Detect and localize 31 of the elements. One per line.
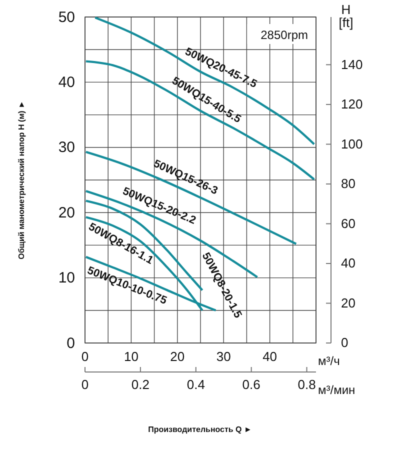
y2-tick-label: 120	[341, 96, 363, 112]
y2-tick-label: 60	[341, 216, 356, 231]
y-tick-label: 30	[58, 139, 75, 156]
y-tick-label: 50	[58, 8, 75, 26]
line-series	[94, 16, 316, 146]
y2-tick-label: 40	[341, 256, 356, 271]
x-tick-label: 30	[216, 349, 231, 364]
x-tick-label: 40	[262, 349, 278, 364]
y2-axis-title: H [ft]	[338, 2, 354, 30]
x-tick-label: 20	[170, 349, 185, 364]
y2-tick-label: 20	[341, 295, 356, 310]
x2-axis-title: м³/мин	[318, 383, 356, 397]
y-tick-label: 40	[58, 74, 75, 91]
y-tick-label: 10	[58, 270, 75, 287]
y2-tick-label: 0	[341, 335, 348, 350]
y-axis-title: Общий манометрический напор H (м) ►	[17, 100, 26, 260]
x-tick-label: 0	[81, 349, 89, 364]
annotation: 2850rpm	[260, 28, 308, 42]
x2-tick-label: 0.8	[298, 377, 316, 392]
y-tick-label: 0	[66, 334, 75, 352]
y2-tick-label: 80	[341, 176, 356, 192]
x2-tick-label: 0	[81, 377, 89, 392]
x-tick-label: 10	[124, 349, 138, 364]
y2-tick-label: 140	[341, 56, 363, 72]
text: Производительность Q ►	[148, 425, 252, 434]
x2-tick-label: 0.6	[242, 377, 260, 392]
y2-tick-label: 100	[341, 136, 363, 152]
x2-tick-label: 0.4	[186, 377, 205, 392]
x2-tick-label: 0.2	[131, 377, 150, 392]
x-axis-title: м³/ч	[318, 354, 340, 368]
y-tick-label: 20	[58, 204, 75, 222]
